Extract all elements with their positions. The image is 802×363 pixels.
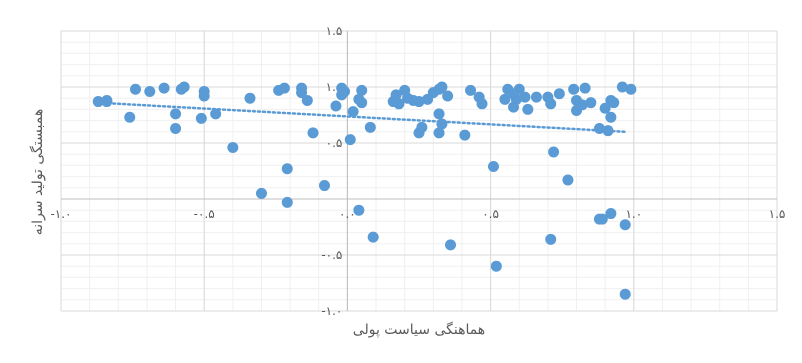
data-point [198,90,210,102]
data-point [545,98,557,110]
data-point [476,98,488,110]
data-point [576,99,588,111]
data-point [330,100,342,112]
y-tick-label: ۰.۵ [326,136,343,150]
data-point [158,82,170,94]
tick-labels: -۱.۰ -۰.۵ ۰.۰ ۰.۵ ۱.۰ ۱.۵-۱.۰-۰.۵۰.۵۱.۰۱.۵ [50,24,785,318]
data-point [170,122,182,134]
data-point [433,127,445,139]
data-point [522,103,534,115]
y-tick-label: -۰.۵ [321,248,342,262]
data-point [367,231,379,243]
data-point [579,82,591,94]
linear-trendline [96,101,627,134]
data-point [390,89,402,101]
data-point [562,174,574,186]
data-point [548,146,560,158]
data-point [318,180,330,192]
grid [60,30,778,312]
x-tick-label: -۰.۵ [194,207,215,221]
data-point [553,88,565,100]
data-point [227,141,239,153]
axes [61,31,777,311]
data-point [608,97,620,109]
data-points [92,81,637,300]
x-tick-label: ۰.۵ [482,207,499,221]
data-point [519,91,531,103]
data-point [255,187,267,199]
data-point [545,233,557,245]
data-point [433,108,445,120]
data-point [413,96,425,108]
y-tick-label: -۱.۰ [321,304,342,318]
data-point [210,108,222,120]
data-point [513,83,525,95]
data-point [144,85,156,97]
data-point [445,239,457,251]
data-point [593,122,605,134]
data-point [307,127,319,139]
data-point [436,118,448,130]
data-point [195,112,207,124]
data-point [301,94,313,106]
x-axis-title: هماهنگی سیاست پولی [353,321,485,338]
data-point [170,108,182,120]
data-point [605,208,617,220]
data-point [459,129,471,141]
trendline [96,101,627,134]
data-point [281,163,293,175]
data-point [605,111,617,123]
data-point [508,101,520,113]
data-point [416,121,428,133]
data-point [364,121,376,133]
data-point [616,81,628,93]
data-point [393,98,405,110]
data-point [530,91,542,103]
data-point [244,92,256,104]
data-point [296,87,308,99]
data-point [356,97,368,109]
data-point [101,94,113,106]
data-point [178,81,190,93]
y-tick-label: ۱.۵ [326,24,343,38]
data-point [490,260,502,272]
x-tick-label: ۰.۰ [339,207,356,221]
x-tick-label: ۱.۰ [625,207,642,221]
data-point [344,134,356,146]
data-point [596,213,608,225]
data-point [465,84,477,96]
data-point [356,84,368,96]
data-point [599,102,611,114]
data-point [602,125,614,137]
data-point [347,106,359,118]
data-point [353,204,365,216]
data-point [278,82,290,94]
x-tick-label: -۱.۰ [50,207,71,221]
data-point [568,83,580,95]
data-point [124,111,136,123]
x-tick-label: ۱.۵ [769,207,786,221]
y-axis-title: همبستگی تولید سرانه [29,109,46,235]
data-point [129,83,141,95]
data-point [585,97,597,109]
data-point [619,219,631,231]
data-point [625,83,637,95]
data-point [436,81,448,93]
data-point [619,288,631,300]
data-point [281,196,293,208]
data-point [339,85,351,97]
data-point [499,93,511,105]
data-point [442,90,454,102]
data-point [487,161,499,173]
data-point [92,96,104,108]
